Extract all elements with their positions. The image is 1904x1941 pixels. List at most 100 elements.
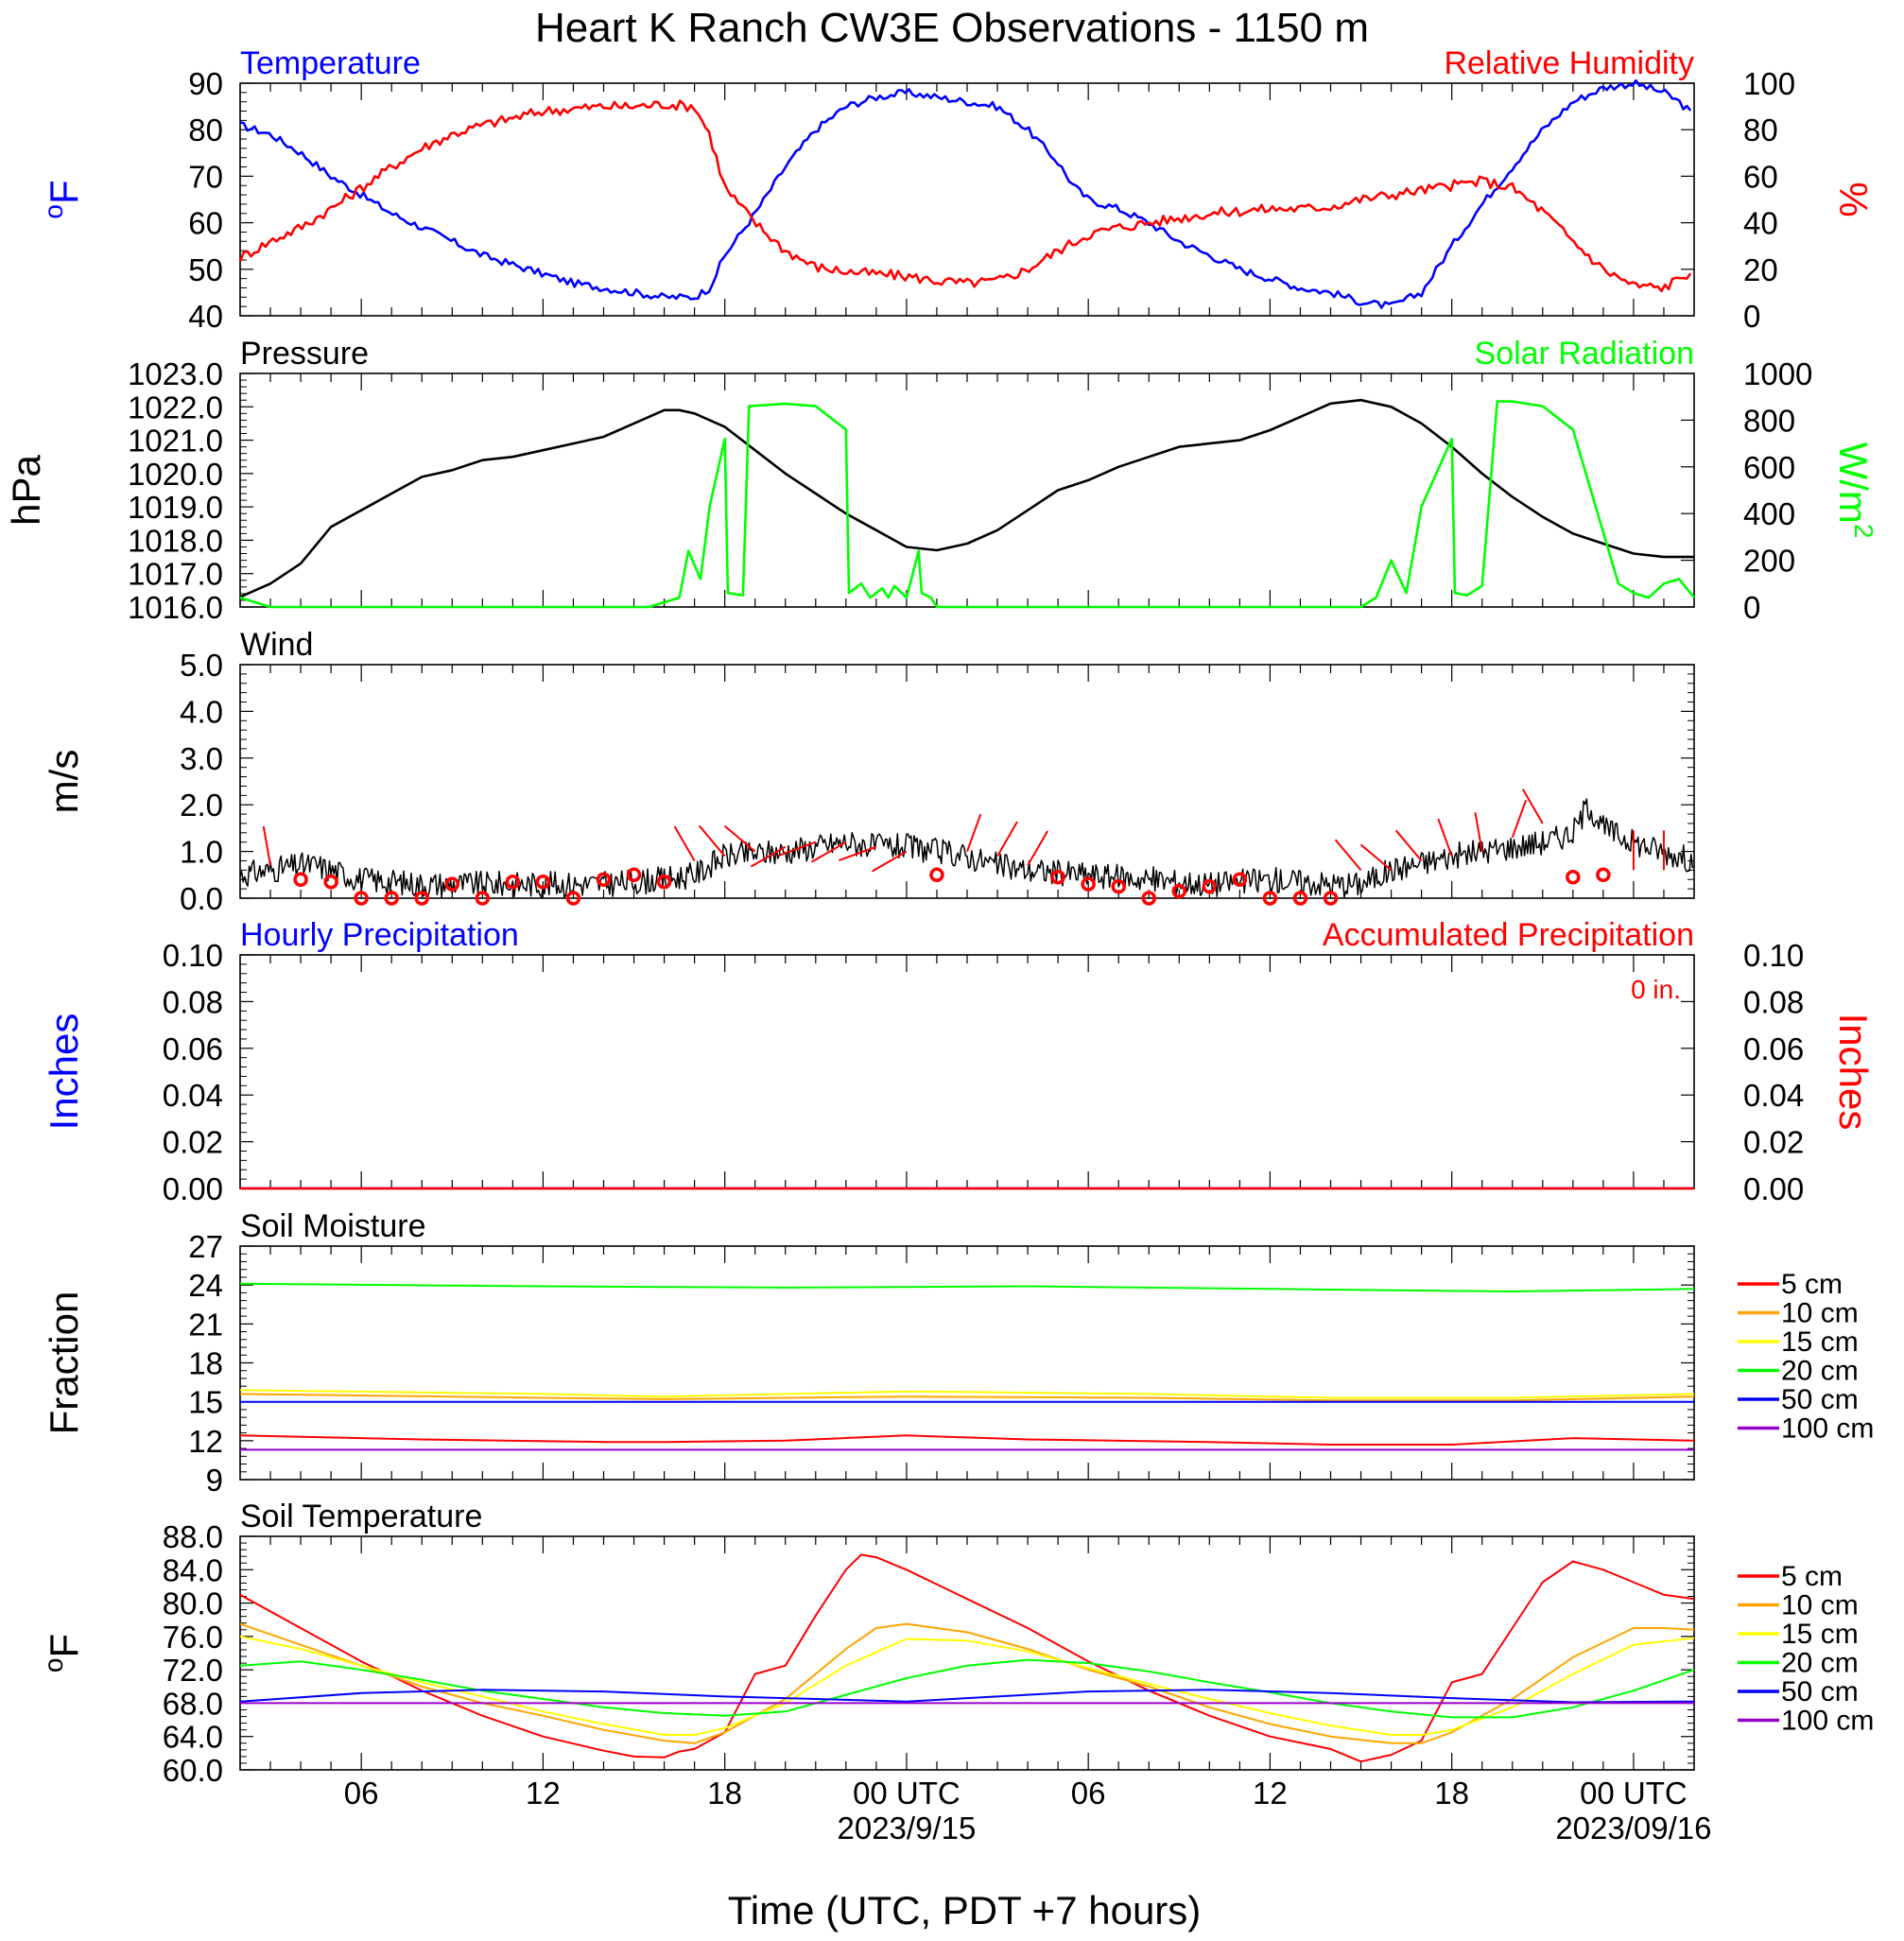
x-tick-label: 12 [1253,1776,1288,1811]
y-tick-label-left: 0.04 [163,1078,223,1113]
y-tick-label-right: 60 [1743,159,1778,194]
panel-title-left: Soil Temperature [240,1499,482,1534]
y-tick-label-left: 2.0 [180,788,223,823]
y-tick-label-left: 70 [188,159,223,194]
y-tick-label-right: 600 [1743,450,1795,485]
series-solar-radiation [239,400,1696,609]
x-date-label: 2023/09/16 [1555,1811,1711,1846]
plot-frame [239,1535,1695,1771]
legend-label: 5 cm [1781,1561,1843,1592]
x-tick-label: 06 [1071,1776,1106,1811]
x-tick-label: 18 [1434,1776,1469,1811]
wind-calm-marker [444,876,460,892]
wind-barb [839,845,877,861]
x-tick-label: 18 [707,1776,742,1811]
wind-calm-marker [626,867,642,883]
series-relative-humidity [238,99,1692,293]
legend-label: 10 cm [1781,1298,1859,1329]
y-tick-label-left: 76.0 [163,1620,223,1655]
y-axis-label-left: hPa [4,454,48,525]
wind-calm-marker [1050,870,1065,885]
wind-barb [1521,789,1544,824]
x-tick-label: 06 [344,1776,379,1811]
wind-calm-marker [505,874,521,890]
series-50-cm [239,1689,1695,1704]
y-tick-label-left: 88.0 [163,1519,223,1554]
y-tick-label-left: 1018.0 [128,523,223,558]
y-tick-label-left: 1017.0 [128,557,223,592]
y-tick-label-right: 200 [1743,544,1795,579]
legend-label: 10 cm [1781,1590,1859,1621]
wind-calm-marker [535,874,551,890]
series-5-cm [239,1434,1695,1446]
wind-barb [1359,843,1393,872]
legend-label: 20 cm [1781,1648,1859,1679]
y-tick-label-right: 0.02 [1743,1125,1804,1160]
y-tick-label-left: 68.0 [163,1686,223,1721]
wind-barb [996,821,1018,858]
y-tick-label-right: 0.00 [1743,1171,1804,1206]
legend-label: 5 cm [1781,1269,1843,1300]
y-tick-label-left: 50 [188,252,223,287]
panel-title-left: Wind [240,627,313,663]
panel-temp-rh: 40 50 60 70 80 90 0 20 40 60 80 100 Temperature Relat… [39,45,1876,334]
wind-calm-marker [1081,876,1096,892]
series-15-cm [239,1389,1695,1399]
y-tick-label-right: 0 [1743,590,1760,625]
y-tick-label-left: 1023.0 [128,356,223,391]
y-tick-label-left: 1020.0 [128,457,223,492]
legend-label: 100 cm [1781,1706,1874,1737]
y-tick-label-right: 800 [1743,403,1795,438]
y-axis-label-right: W/m2 [1831,442,1878,539]
y-axis-label-left: m/s [42,750,86,814]
y-tick-label-left: 1.0 [180,835,223,870]
y-tick-label-left: 5.0 [180,648,223,683]
wind-barb [750,845,787,868]
y-tick-label-left: 15 [188,1385,223,1420]
wind-barb [1437,818,1453,857]
plot-frame [239,82,1695,317]
y-tick-label-right: 100 [1743,66,1795,101]
wind-calm-marker [656,874,672,890]
plot-frame [239,954,1695,1189]
wind-calm-marker [929,867,944,883]
y-tick-label-left: 18 [188,1346,223,1381]
y-tick-label-left: 21 [188,1307,223,1342]
panel-title-right: Relative Humidity [1444,45,1694,81]
y-tick-label-left: 4.0 [180,694,223,729]
y-tick-label-right: 20 [1743,252,1778,287]
y-tick-label-left: 0.08 [163,984,223,1019]
legend-label: 15 cm [1781,1619,1859,1650]
y-axis-label-left: oF [39,180,86,218]
y-tick-label-left: 0.10 [163,938,223,973]
y-axis-label-left: Fraction [42,1291,86,1435]
wind-barb [1474,812,1483,852]
wind-calm-marker [1232,872,1248,887]
wind-calm-marker [1202,878,1218,894]
plot-frame [239,373,1695,608]
wind-calm-marker [1292,891,1308,906]
panel-title-left: Soil Moisture [240,1208,426,1244]
y-tick-label-right: 400 [1743,496,1795,531]
y-tick-label-right: 0 [1743,299,1760,334]
x-axis-label: Time (UTC, PDT +7 hours) [728,1888,1202,1932]
wind-barb [1394,829,1423,862]
y-tick-label-left: 9 [206,1463,223,1498]
legend-label: 50 cm [1781,1384,1859,1415]
y-tick-label-left: 3.0 [180,741,223,776]
panel-wind: 0.0 1.0 2.0 3.0 4.0 5.0 Wind m/s [42,627,1695,916]
wind-barb [673,825,696,861]
y-tick-label-left: 0.02 [163,1125,223,1160]
y-axis-label-left: Inches [42,1014,86,1131]
panel-title-right: Solar Radiation [1475,336,1694,372]
wind-calm-marker [475,891,491,906]
panel-title-right: Accumulated Precipitation [1323,917,1694,953]
series-10-cm [239,1393,1695,1402]
legend-label: 15 cm [1781,1326,1859,1358]
y-tick-label-left: 1019.0 [128,490,223,525]
x-date-label: 2023/9/15 [838,1811,977,1846]
